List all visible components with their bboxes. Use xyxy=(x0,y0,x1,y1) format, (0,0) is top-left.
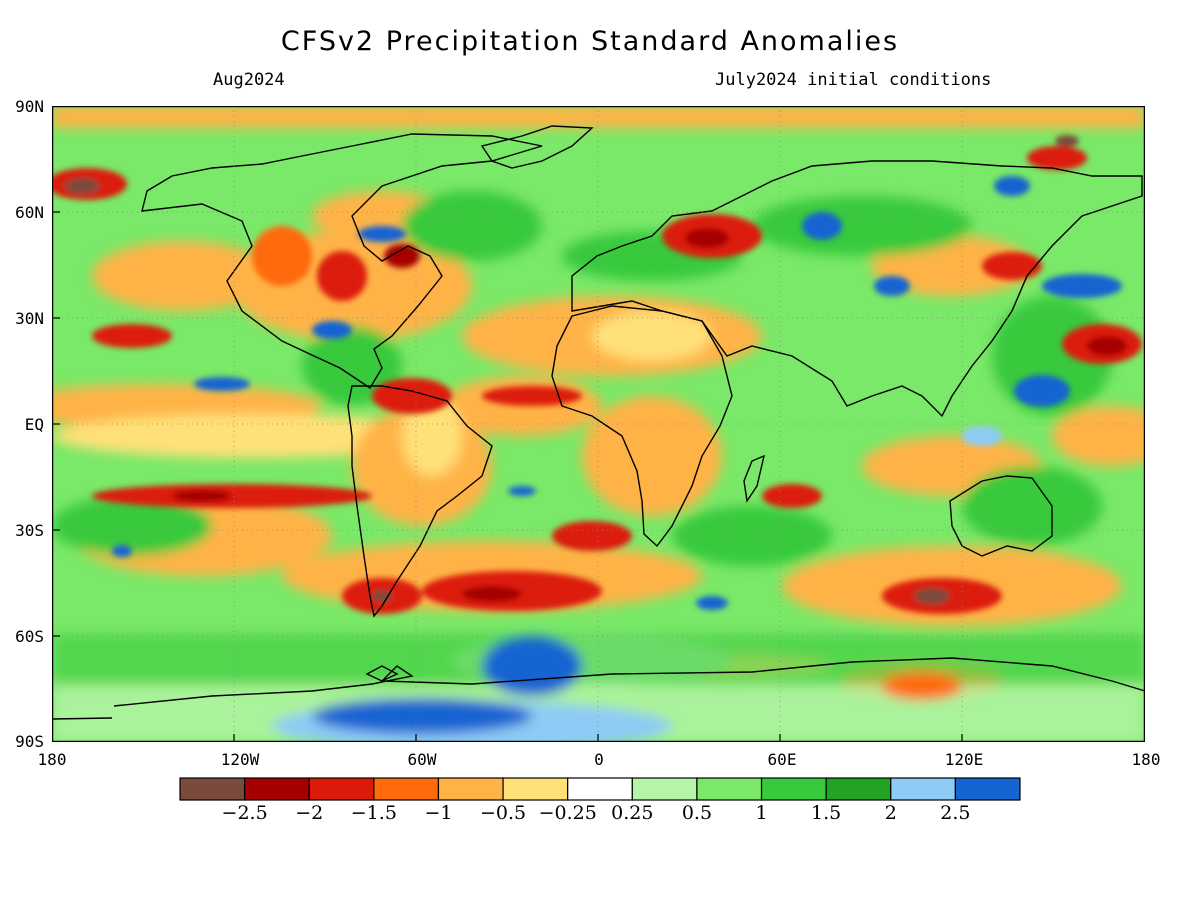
legend-label: 1.5 xyxy=(811,802,842,824)
axis-ticks xyxy=(52,211,963,742)
legend-label: −0.5 xyxy=(479,802,527,824)
legend-swatch xyxy=(437,777,504,801)
legend-label: −1.5 xyxy=(350,802,397,824)
legend-label: −0.25 xyxy=(538,802,597,824)
legend-swatch xyxy=(179,777,246,801)
legend-swatch xyxy=(760,777,827,801)
initial-conditions-label: July2024 initial conditions xyxy=(715,70,992,90)
lon-label-120e: 120E xyxy=(944,750,984,769)
anomaly-map xyxy=(52,106,1145,742)
legend-swatch xyxy=(502,777,569,801)
graticule xyxy=(52,106,1145,742)
lon-label-180w: 180 xyxy=(37,750,67,769)
legend-swatch xyxy=(696,777,763,801)
legend-swatch xyxy=(567,777,633,801)
lon-label-120w: 120W xyxy=(220,750,260,769)
lat-label-90n: 90N xyxy=(15,97,44,116)
legend-swatch xyxy=(244,777,310,801)
anomaly-field xyxy=(52,106,1145,742)
legend-swatch xyxy=(631,777,698,801)
lat-label-90s: 90S xyxy=(15,732,44,751)
lon-label-0: 0 xyxy=(594,750,604,769)
legend-swatch xyxy=(308,777,375,801)
legend-label: −2.5 xyxy=(221,802,268,824)
valid-month-label: Aug2024 xyxy=(213,70,285,90)
legend-swatch xyxy=(890,777,956,801)
legend-label: −2 xyxy=(295,802,324,824)
lon-label-60w: 60W xyxy=(407,750,437,769)
legend-label: 0.5 xyxy=(681,802,713,824)
lat-label-eq: EQ xyxy=(24,415,44,434)
lat-label-30n: 30N xyxy=(15,309,44,328)
coastlines xyxy=(52,125,1145,720)
legend-swatch xyxy=(825,777,892,801)
legend-swatch xyxy=(373,777,440,801)
legend-label: 1 xyxy=(755,802,768,824)
legend-label: 0.25 xyxy=(611,802,654,824)
lat-label-60n: 60N xyxy=(15,203,44,222)
legend-label: 2.5 xyxy=(940,802,971,824)
legend-swatch xyxy=(954,777,1021,801)
legend-label: 2 xyxy=(884,802,897,824)
lon-label-60e: 60E xyxy=(767,750,797,769)
legend-label: −1 xyxy=(424,802,453,824)
lon-label-180e: 180 xyxy=(1131,750,1161,769)
lat-label-60s: 60S xyxy=(15,627,44,646)
map-title: CFSv2 Precipitation Standard Anomalies xyxy=(280,26,900,57)
lat-label-30s: 30S xyxy=(15,521,44,540)
